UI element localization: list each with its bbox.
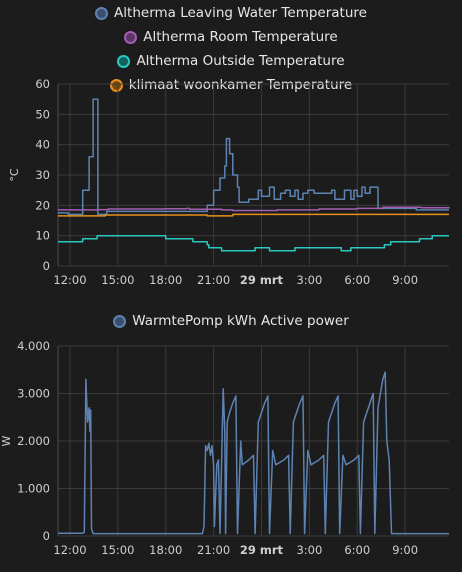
temperature-chart-xtick-label: 6:00 bbox=[344, 273, 370, 287]
legend-label-outside-temperature: Altherma Outside Temperature bbox=[136, 53, 345, 69]
power-chart-legend: WarmtePomp kWh Active power bbox=[0, 309, 462, 333]
temperature-chart-xtick-label: 12:00 bbox=[53, 273, 86, 287]
temperature-chart-ytick-label: 50 bbox=[35, 107, 50, 121]
temperature-chart-series-klimaat-woonkamer-temperature[interactable] bbox=[58, 213, 449, 217]
power-chart-ytick-label: 0 bbox=[43, 529, 50, 543]
legend-swatch-room-temperature bbox=[124, 30, 138, 44]
power-chart-xtick-label: 12:00 bbox=[53, 543, 86, 557]
power-chart-xtick-label: 3:00 bbox=[296, 543, 322, 557]
temperature-chart-ytick-label: 30 bbox=[35, 168, 50, 182]
temperature-chart-xtick-label: 15:00 bbox=[101, 273, 134, 287]
power-chart-ytick-label: 3.000 bbox=[17, 387, 50, 401]
legend-swatch-leaving-water bbox=[95, 6, 109, 20]
temperature-chart-legend: Altherma Leaving Water Temperature Althe… bbox=[0, 1, 462, 97]
power-chart-plot[interactable]: 0 1.000 2.000 3.000 4.000 12:00 15:00 18:00 21:0… bbox=[0, 300, 462, 572]
power-chart-xtick-label: 21:00 bbox=[197, 543, 230, 557]
power-chart-xtick-label: 29 mrt bbox=[240, 543, 284, 557]
temperature-chart-ytick-label: 0 bbox=[43, 259, 50, 273]
legend-label-leaving-water: Altherma Leaving Water Temperature bbox=[114, 5, 367, 21]
temperature-chart-xtick-label: 18:00 bbox=[149, 273, 182, 287]
legend-swatch-outside-temperature bbox=[117, 54, 131, 68]
power-chart-xtick-label: 9:00 bbox=[392, 543, 418, 557]
legend-item-outside-temperature[interactable]: Altherma Outside Temperature bbox=[117, 49, 345, 73]
temperature-chart-ytick-label: 10 bbox=[35, 229, 50, 243]
temperature-chart-xtick-label: 9:00 bbox=[392, 273, 418, 287]
temperature-chart-series-altherma-room-temperature[interactable] bbox=[58, 206, 450, 212]
temperature-chart-y-axis-label: °C bbox=[8, 168, 21, 182]
power-chart-ytick-label: 1.000 bbox=[17, 482, 50, 496]
legend-swatch-woonkamer-temperature bbox=[109, 78, 123, 92]
legend-item-leaving-water[interactable]: Altherma Leaving Water Temperature bbox=[95, 1, 367, 25]
power-chart-ytick-label: 2.000 bbox=[17, 434, 50, 448]
power-chart-xtick-label: 18:00 bbox=[149, 543, 182, 557]
power-chart-grid bbox=[58, 345, 449, 537]
legend-item-active-power[interactable]: WarmtePomp kWh Active power bbox=[113, 309, 349, 333]
power-chart-series-warmtepomp-kwh-active-power[interactable] bbox=[58, 371, 449, 535]
temperature-chart-ytick-label: 40 bbox=[35, 138, 50, 152]
temperature-chart-xtick-label: 21:00 bbox=[197, 273, 230, 287]
power-chart-y-axis-label: W bbox=[0, 435, 13, 446]
temperature-chart-xtick-label: 29 mrt bbox=[240, 273, 284, 287]
temperature-chart-grid bbox=[58, 83, 449, 267]
temperature-chart-series-altherma-leaving-water-temperature[interactable] bbox=[58, 98, 449, 216]
legend-item-room-temperature[interactable]: Altherma Room Temperature bbox=[124, 25, 338, 49]
temperature-chart-card: Altherma Leaving Water Temperature Althe… bbox=[0, 0, 462, 300]
temperature-chart-plot[interactable]: 0 10 20 30 40 50 60 12:00 15:00 18:00 21:00 29 mrt 3… bbox=[0, 0, 462, 300]
legend-item-woonkamer-temperature[interactable]: klimaat woonkamer Temperature bbox=[109, 73, 353, 97]
power-chart-card: WarmtePomp kWh Active power 0 1.000 2.000 3… bbox=[0, 300, 462, 572]
temperature-chart-series-altherma-outside-temperature[interactable] bbox=[58, 234, 449, 252]
temperature-chart-ytick-label: 60 bbox=[35, 77, 50, 91]
power-chart-ytick-label: 4.000 bbox=[17, 339, 50, 353]
legend-swatch-active-power bbox=[113, 314, 127, 328]
legend-label-room-temperature: Altherma Room Temperature bbox=[143, 29, 338, 45]
power-chart-xtick-label: 15:00 bbox=[101, 543, 134, 557]
temperature-chart-xtick-label: 3:00 bbox=[296, 273, 322, 287]
temperature-chart-ytick-label: 20 bbox=[35, 198, 50, 212]
power-chart-xtick-label: 6:00 bbox=[344, 543, 370, 557]
legend-label-woonkamer-temperature: klimaat woonkamer Temperature bbox=[128, 77, 353, 93]
legend-label-active-power: WarmtePomp kWh Active power bbox=[132, 313, 349, 329]
